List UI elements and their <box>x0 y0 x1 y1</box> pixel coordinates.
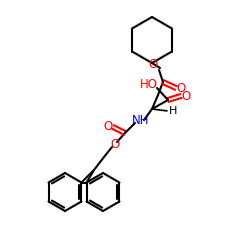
Text: O: O <box>110 138 120 150</box>
Text: H: H <box>169 106 177 116</box>
Text: O: O <box>148 58 158 71</box>
Text: NH: NH <box>132 114 150 128</box>
Text: O: O <box>182 90 191 102</box>
Text: O: O <box>104 120 112 132</box>
Text: HO: HO <box>140 78 158 90</box>
Text: O: O <box>176 82 186 94</box>
